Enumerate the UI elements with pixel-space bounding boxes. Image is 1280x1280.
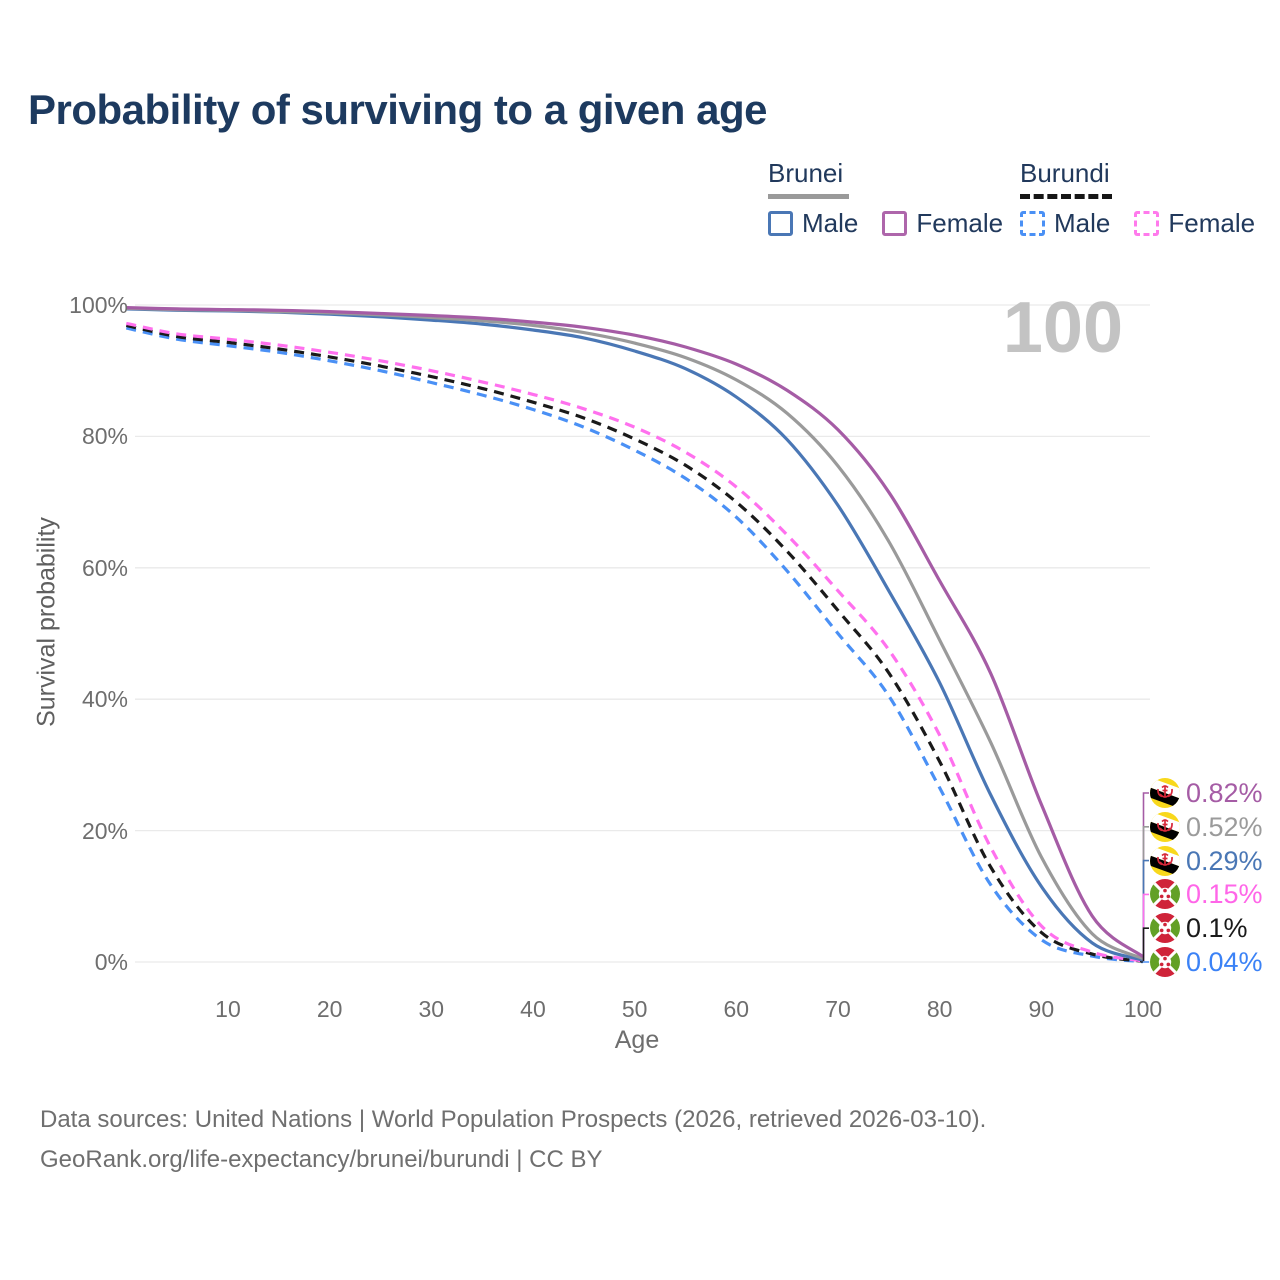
legend-item-label-female[interactable]: Female: [1168, 208, 1256, 238]
curve-brunei-female[interactable]: [126, 306, 1144, 958]
legend-group-brunei: Brunei Male Female: [768, 158, 1027, 239]
y-axis-title: Survival probability: [32, 517, 61, 727]
brunei-flag-graphic: [1150, 811, 1180, 842]
legend-items-row: Male Female: [768, 208, 1027, 239]
data-source-line: Data sources: United Nations | World Pop…: [40, 1106, 987, 1133]
x-tick-label: 60: [723, 996, 750, 1022]
y-tick-label: 0%: [94, 949, 128, 975]
legend-items-row: Male Female: [1020, 208, 1279, 239]
curve-burundi-female[interactable]: [125, 321, 1144, 963]
burundi-flag-graphic: [1150, 947, 1180, 977]
legend-country-linestyle-sample: [768, 194, 849, 199]
end-label-leaders: [1142, 792, 1149, 963]
legend-country-linestyle-sample: [1020, 194, 1112, 199]
page-title: Probability of surviving to a given age: [28, 86, 767, 133]
end-value-label-burundi-female: 0.15%: [1186, 879, 1263, 910]
leader-line: [1142, 792, 1149, 957]
y-tick-label: 20%: [81, 817, 128, 844]
y-tick-label: 40%: [81, 686, 128, 713]
x-tick-label: 80: [926, 996, 953, 1022]
legend-country-name: Burundi: [1020, 158, 1110, 188]
burundi-flag-graphic: [1150, 913, 1180, 944]
attribution-line: GeoRank.org/life-expectancy/brunei/burun…: [40, 1146, 603, 1173]
end-value-label-burundi-both: 0.1%: [1186, 913, 1248, 944]
leader-line: [1142, 826, 1149, 959]
end-value-label-brunei-female: 0.82%: [1186, 778, 1263, 808]
curve-burundi-both[interactable]: [125, 323, 1144, 963]
legend-group-burundi: Burundi Male Female: [1020, 158, 1279, 239]
burundi-flag-icon: [1150, 947, 1180, 977]
legend-swatch-burundi-female[interactable]: [1134, 211, 1160, 236]
brunei-flag-graphic: [1150, 778, 1180, 808]
gridlines: [135, 304, 1150, 963]
burundi-flag-icon: [1150, 879, 1180, 910]
legend-item-label-female[interactable]: Female: [916, 208, 1004, 238]
x-tick-label: 70: [825, 996, 851, 1022]
brunei-flag-icon: [1150, 778, 1180, 808]
end-value-label-brunei-both: 0.52%: [1186, 811, 1263, 842]
y-tick-label: 100%: [69, 292, 128, 318]
curve-brunei-both[interactable]: [126, 306, 1144, 961]
legend-item-label-male[interactable]: Male: [802, 208, 859, 238]
x-axis-title: Age: [614, 1026, 660, 1054]
x-tick-label: 20: [316, 996, 343, 1022]
legend-item-label-male[interactable]: Male: [1054, 208, 1111, 238]
age-counter-watermark: 100: [1002, 288, 1123, 368]
x-tick-label: 90: [1028, 996, 1055, 1022]
legend-swatch-burundi-male[interactable]: [1020, 211, 1045, 236]
end-value-label-burundi-male: 0.04%: [1186, 947, 1263, 977]
legend-swatch-brunei-male[interactable]: [768, 211, 793, 236]
y-tick-label: 80%: [81, 423, 128, 450]
brunei-flag-icon: [1150, 845, 1180, 876]
leader-line: [1142, 859, 1149, 961]
x-tick-label: 10: [215, 996, 241, 1022]
burundi-flag-graphic: [1150, 879, 1180, 910]
brunei-flag-icon: [1150, 811, 1180, 842]
y-tick-label: 60%: [81, 554, 128, 581]
legend-country-name: Brunei: [768, 158, 844, 188]
x-tick-label: 40: [520, 996, 546, 1022]
x-tick-label: 50: [621, 996, 648, 1022]
survival-curves: [125, 306, 1144, 964]
brunei-flag-graphic: [1150, 845, 1180, 876]
end-value-label-brunei-male: 0.29%: [1186, 845, 1263, 876]
curve-brunei-male[interactable]: [126, 307, 1144, 962]
leader-line: [1142, 927, 1149, 962]
legend-swatch-brunei-female[interactable]: [882, 211, 908, 236]
x-tick-label: 100: [1123, 996, 1163, 1022]
burundi-flag-icon: [1150, 913, 1180, 944]
x-tick-label: 30: [418, 996, 445, 1022]
